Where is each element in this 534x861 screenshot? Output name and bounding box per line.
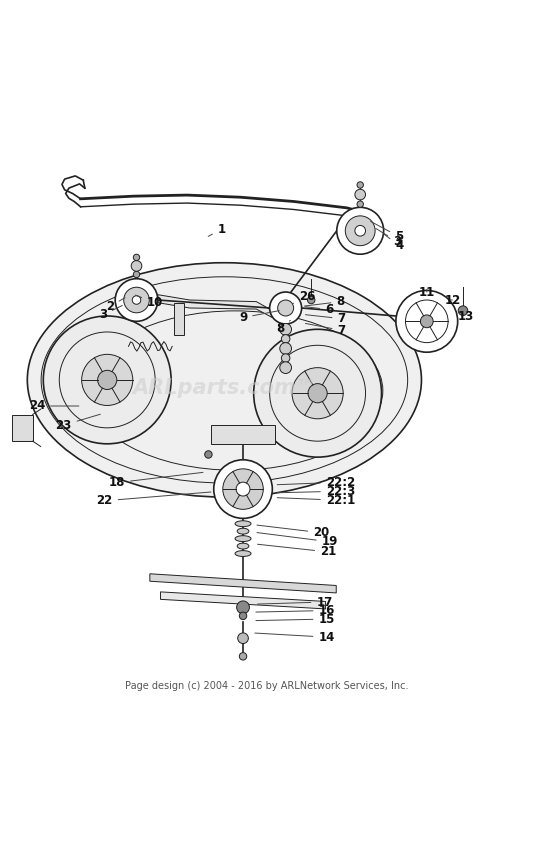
- Text: 19: 19: [257, 533, 338, 548]
- Ellipse shape: [235, 521, 251, 527]
- Polygon shape: [150, 573, 336, 593]
- Ellipse shape: [237, 543, 249, 549]
- Polygon shape: [161, 592, 326, 609]
- Polygon shape: [174, 303, 184, 335]
- Circle shape: [124, 288, 150, 313]
- Circle shape: [239, 653, 247, 660]
- Circle shape: [132, 295, 141, 304]
- Text: 12: 12: [444, 294, 460, 307]
- Text: 22:3: 22:3: [277, 485, 355, 498]
- Text: 9: 9: [239, 311, 279, 324]
- Circle shape: [214, 460, 272, 518]
- Circle shape: [357, 182, 364, 189]
- Text: 14: 14: [255, 630, 335, 644]
- Ellipse shape: [237, 529, 249, 534]
- Text: 3: 3: [99, 306, 122, 321]
- Circle shape: [281, 335, 290, 344]
- Text: 15: 15: [256, 612, 335, 626]
- Text: 1: 1: [208, 223, 226, 237]
- Text: 5: 5: [371, 221, 403, 243]
- Ellipse shape: [27, 263, 421, 497]
- Text: 3: 3: [376, 228, 401, 248]
- Circle shape: [115, 279, 158, 321]
- Text: 22: 22: [97, 492, 211, 507]
- Circle shape: [238, 633, 248, 643]
- Circle shape: [239, 612, 247, 620]
- Circle shape: [420, 315, 433, 328]
- Text: 2: 2: [106, 298, 125, 313]
- Text: 7: 7: [305, 324, 345, 337]
- Circle shape: [308, 384, 327, 403]
- Text: 17: 17: [257, 596, 333, 609]
- Text: 22:1: 22:1: [277, 493, 355, 507]
- Text: 8: 8: [304, 295, 344, 308]
- Circle shape: [280, 362, 292, 374]
- Circle shape: [292, 368, 343, 418]
- Circle shape: [458, 306, 468, 315]
- Ellipse shape: [235, 536, 251, 542]
- Circle shape: [98, 370, 117, 389]
- Polygon shape: [12, 414, 33, 441]
- Polygon shape: [158, 294, 272, 318]
- Circle shape: [43, 316, 171, 443]
- Circle shape: [357, 201, 364, 208]
- Circle shape: [280, 343, 292, 355]
- Text: ARLparts.com™: ARLparts.com™: [132, 378, 317, 398]
- Circle shape: [254, 329, 381, 457]
- Text: 21: 21: [257, 544, 336, 559]
- Circle shape: [223, 469, 263, 510]
- Circle shape: [131, 261, 142, 271]
- Text: 10: 10: [136, 295, 163, 309]
- Ellipse shape: [235, 550, 251, 556]
- Circle shape: [280, 324, 292, 335]
- Text: 22:2: 22:2: [277, 475, 355, 489]
- Text: 6: 6: [305, 303, 333, 316]
- Circle shape: [281, 354, 290, 362]
- Text: 26: 26: [293, 290, 315, 304]
- Text: 11: 11: [419, 286, 435, 299]
- Text: 13: 13: [458, 310, 474, 323]
- Circle shape: [355, 226, 366, 236]
- Circle shape: [396, 290, 458, 352]
- Circle shape: [278, 300, 294, 316]
- Text: 16: 16: [256, 604, 335, 617]
- Circle shape: [205, 451, 212, 458]
- Circle shape: [134, 254, 140, 261]
- Circle shape: [236, 482, 250, 496]
- Circle shape: [355, 189, 366, 200]
- Circle shape: [82, 355, 133, 406]
- Text: 24: 24: [29, 400, 79, 412]
- Text: 20: 20: [257, 525, 329, 539]
- Text: 18: 18: [108, 473, 203, 489]
- Text: 7: 7: [305, 313, 345, 325]
- Circle shape: [308, 296, 315, 304]
- Text: 8: 8: [276, 320, 290, 335]
- Circle shape: [134, 271, 140, 277]
- Text: 23: 23: [56, 414, 100, 431]
- Text: 4: 4: [383, 233, 403, 252]
- Text: Page design (c) 2004 - 2016 by ARLNetwork Services, Inc.: Page design (c) 2004 - 2016 by ARLNetwor…: [125, 681, 409, 691]
- Circle shape: [270, 292, 302, 324]
- Circle shape: [237, 601, 249, 614]
- Circle shape: [345, 216, 375, 245]
- Polygon shape: [211, 425, 275, 443]
- Circle shape: [337, 208, 383, 254]
